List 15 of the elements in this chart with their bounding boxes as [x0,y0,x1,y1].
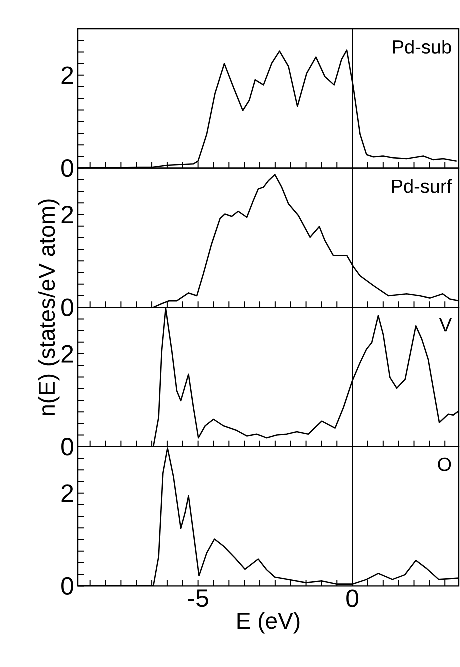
y-tick-label: 2 [62,66,74,84]
series-label: V [439,318,452,332]
text: Pd-surf [392,179,452,194]
text: Pd-sub [393,40,452,54]
y-tick-label: 2 [62,484,74,502]
y-axis-title: n(E) (states/eV atom) [38,200,60,416]
x-axis-title: E (eV) [238,612,300,634]
y-tick-label: 0 [62,438,74,456]
text: O [438,458,452,472]
y-tick-label: 2 [62,345,74,363]
y-tick-label: 0 [62,577,74,596]
y-tick-label: 2 [62,206,74,224]
x-tick-label: -5 [188,590,208,608]
y-tick-label: 0 [62,298,74,316]
y-tick-label: 0 [62,159,74,178]
